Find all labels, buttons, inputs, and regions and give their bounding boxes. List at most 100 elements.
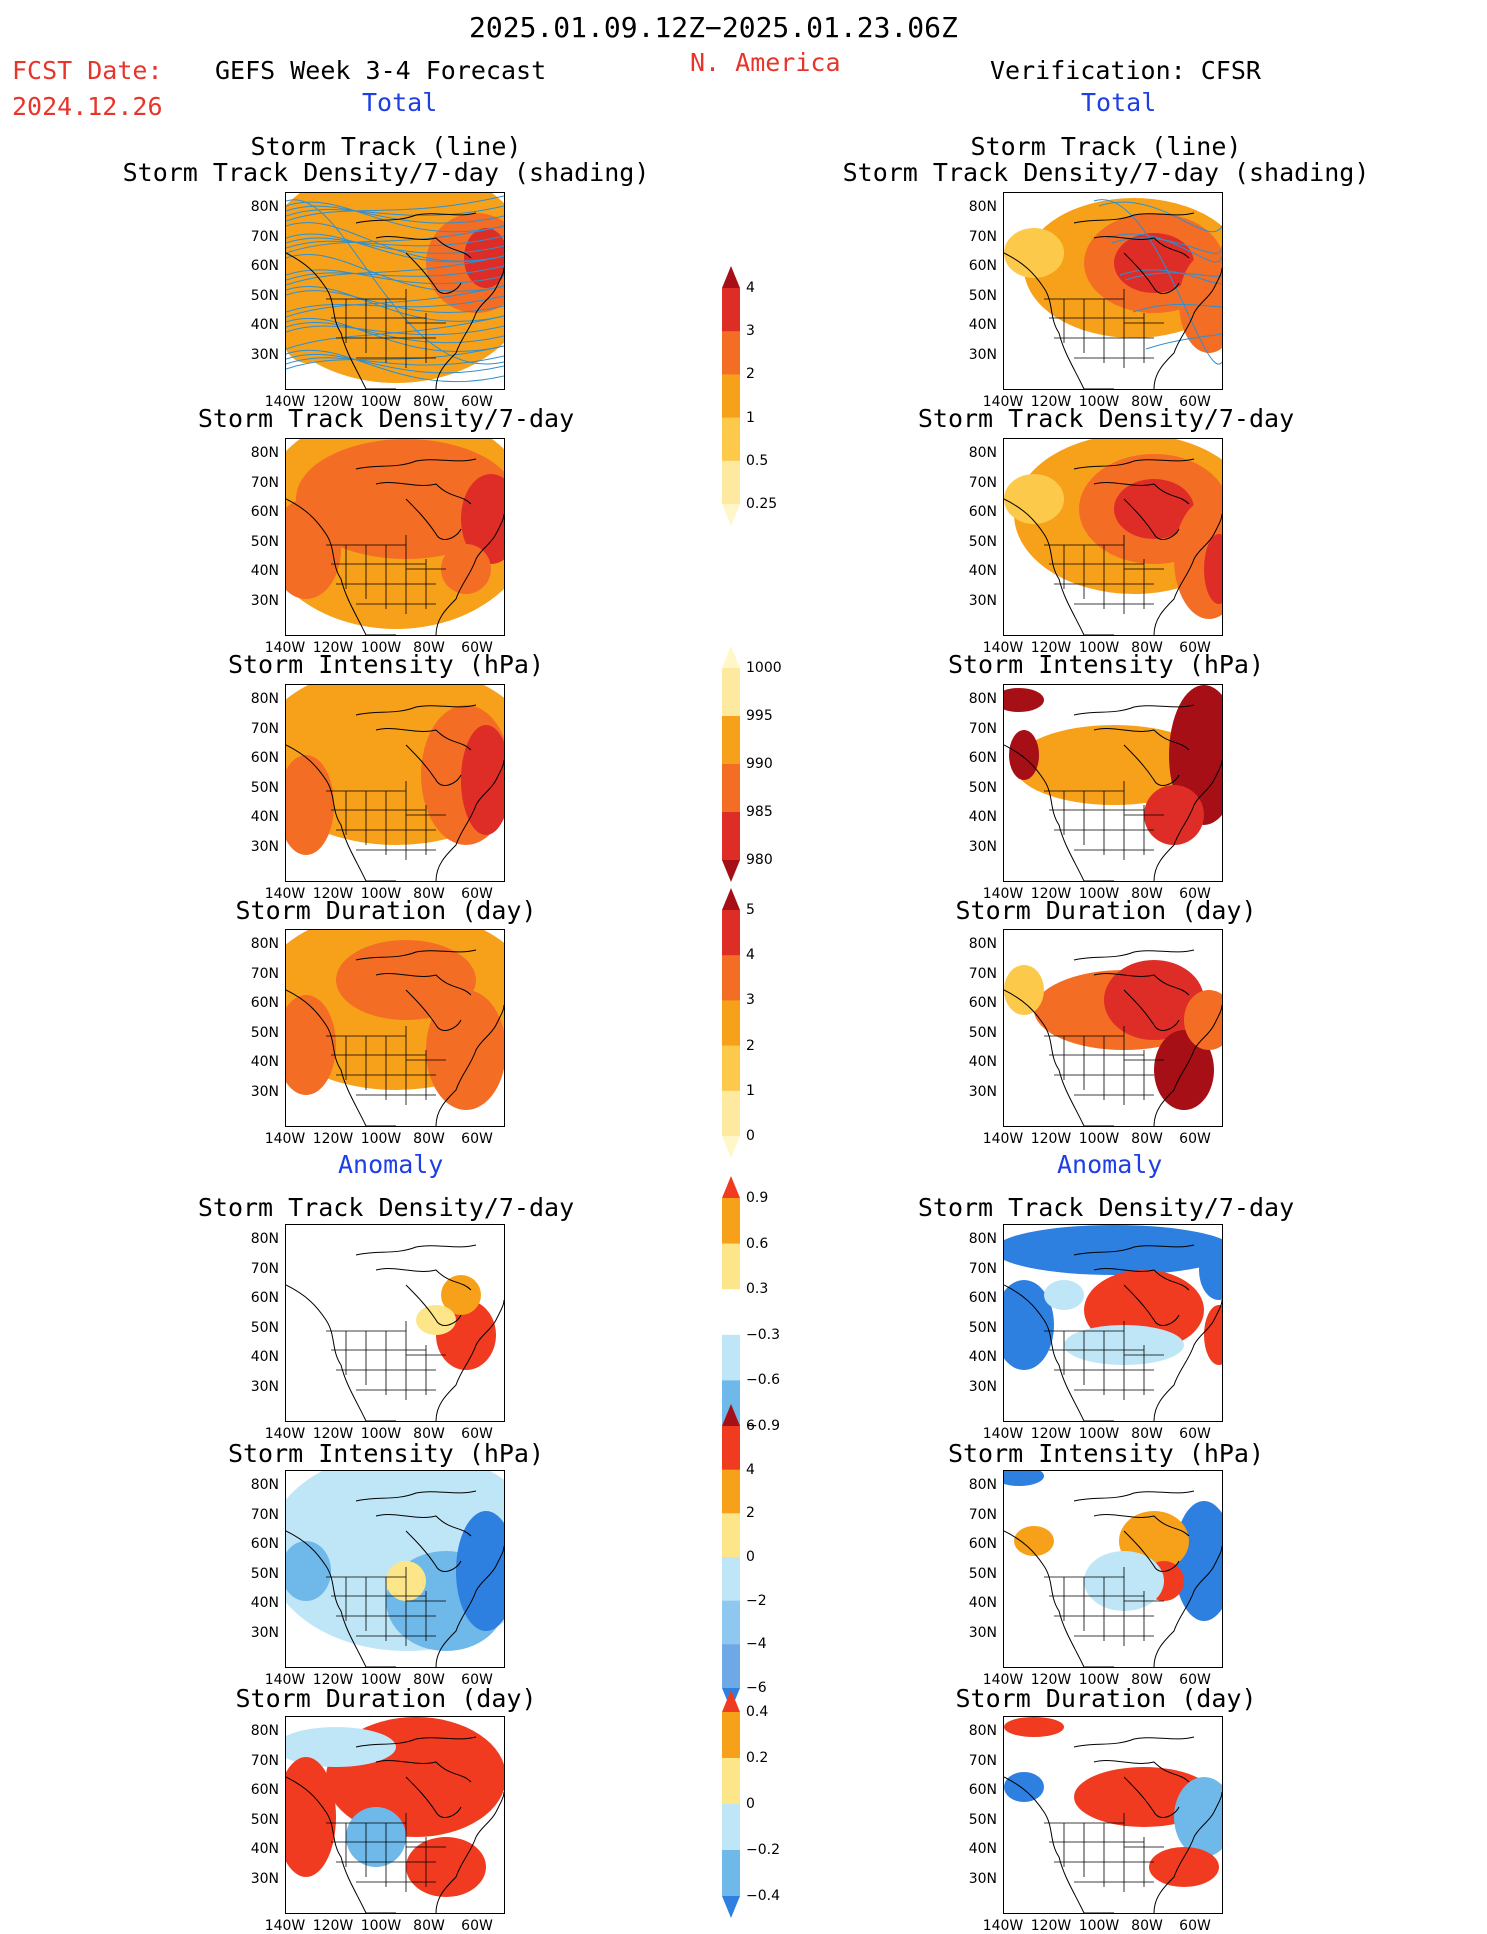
anomaly-label-right: Anomaly [1057,1150,1163,1179]
lon-tick-label: 80W [1131,1918,1163,1934]
lon-tick-label: 120W [312,640,354,656]
state-borders [1044,535,1164,614]
shaded-region [456,1511,504,1631]
shaded-region [1144,785,1204,845]
lat-tick-label: 70N [968,1260,997,1277]
lat-tick-label: 60N [968,1290,997,1306]
shaded-region [1199,1240,1222,1300]
colorbar-label: 4 [746,280,755,296]
map-duration-anom-left [285,1716,505,1914]
lat-tick-label: 60N [968,750,997,766]
lon-tick-label: 80W [413,1426,445,1442]
storm-track-line [286,235,504,249]
total-label-right: Total [1081,88,1157,117]
lat-tick-label: 50N [250,287,279,304]
colorbar-label: 0 [746,1128,755,1144]
colorbar-label: 0.4 [746,1704,769,1720]
storm-track-line [286,315,504,350]
shaded-region [296,439,504,559]
lon-tick-label: 100W [1078,1131,1120,1147]
map-canvas [286,1244,504,1421]
colorbar-label: 1 [746,1082,755,1099]
lon-tick-label: 140W [982,1672,1024,1688]
title-track-line-left: Storm Track (line) [250,132,522,161]
shaded-region [286,1541,331,1601]
colorbar-label: 1 [746,409,755,426]
lat-tick-label: 30N [968,346,997,363]
colorbar-segment [722,1850,740,1897]
lat-tick-label: 50N [968,1811,997,1828]
shaded-region [426,990,504,1110]
lon-tick-label: 140W [264,1426,306,1442]
lon-tick-label: 140W [982,886,1024,902]
storm-track-line [286,205,504,217]
colorbar-label: 0.6 [746,1235,769,1252]
map-canvas [286,1717,504,1913]
colorbar-label: −6 [746,1680,767,1696]
lat-tick-label: 60N [968,504,997,520]
map-canvas [1004,949,1222,1126]
state-borders [326,781,446,860]
lat-tick-label: 30N [250,592,279,609]
map-duration-right [1003,929,1223,1127]
lat-tick-label: 80N [250,936,279,952]
shaded-region [286,1727,396,1767]
storm-track-line [286,345,504,370]
map-canvas [1004,198,1222,389]
lat-tick-label: 80N [968,936,997,952]
lon-tick-label: 80W [413,886,445,902]
lat-tick-label: 70N [250,720,279,737]
coastline [1004,458,1222,635]
colorbar-label: 6 [746,1418,755,1434]
colorbar-segment [722,1690,740,1712]
lat-tick-label: 30N [968,592,997,609]
storm-track-line [286,195,504,222]
shaded-region [1204,1305,1222,1365]
lon-tick-label: 100W [1078,1672,1120,1688]
lat-tick-label: 30N [968,1624,997,1641]
colorbar-duration_anom [722,1690,740,1918]
colorbar-segment [722,1557,740,1602]
title-track-line-right: Storm Track (line) [970,132,1242,161]
storm-track-line [286,285,504,318]
period-title: 2025.01.09.12Z−2025.01.23.06Z [469,11,958,44]
lat-tick-label: 70N [250,1506,279,1523]
lon-tick-label: 120W [312,1131,354,1147]
lon-tick-label: 80W [1131,886,1163,902]
colorbar-label: −0.4 [746,1888,780,1904]
lat-tick-label: 40N [968,1054,997,1070]
shaded-region [1044,1280,1084,1310]
lon-tick-label: 140W [982,1131,1024,1147]
lon-tick-label: 100W [360,1131,402,1147]
shaded-region [1174,1501,1222,1621]
colorbar-label: −4 [746,1636,767,1653]
lon-tick-label: 120W [312,1918,354,1934]
storm-track-line [286,269,504,285]
state-borders [326,289,446,368]
map-track-left [285,192,505,390]
colorbar-segment [722,1090,740,1137]
state-borders [1044,781,1164,860]
lat-tick-label: 80N [968,691,997,707]
lon-tick-label: 60W [1179,1426,1211,1442]
lat-tick-label: 30N [968,1378,997,1395]
lat-tick-label: 80N [968,445,997,461]
title-duration-anom-right: Storm Duration (day) [955,1684,1257,1713]
map-intensity-right [1003,684,1223,882]
shaded-region [336,940,476,1020]
lat-tick-label: 70N [968,474,997,491]
lat-tick-label: 80N [250,1477,279,1493]
colorbar-label: 980 [746,852,773,868]
lon-tick-label: 120W [312,886,354,902]
map-intensity-anom-right [1003,1470,1223,1668]
shaded-region [286,995,336,1095]
lon-tick-label: 120W [1030,640,1072,656]
lon-tick-label: 120W [312,394,354,410]
lat-tick-label: 60N [250,1782,279,1798]
state-borders [1044,1813,1164,1892]
colorbar-label: 5 [746,902,755,918]
colorbar-segment [722,1404,740,1426]
lon-tick-label: 140W [264,886,306,902]
lat-tick-label: 30N [968,838,997,855]
shaded-region [464,228,504,288]
